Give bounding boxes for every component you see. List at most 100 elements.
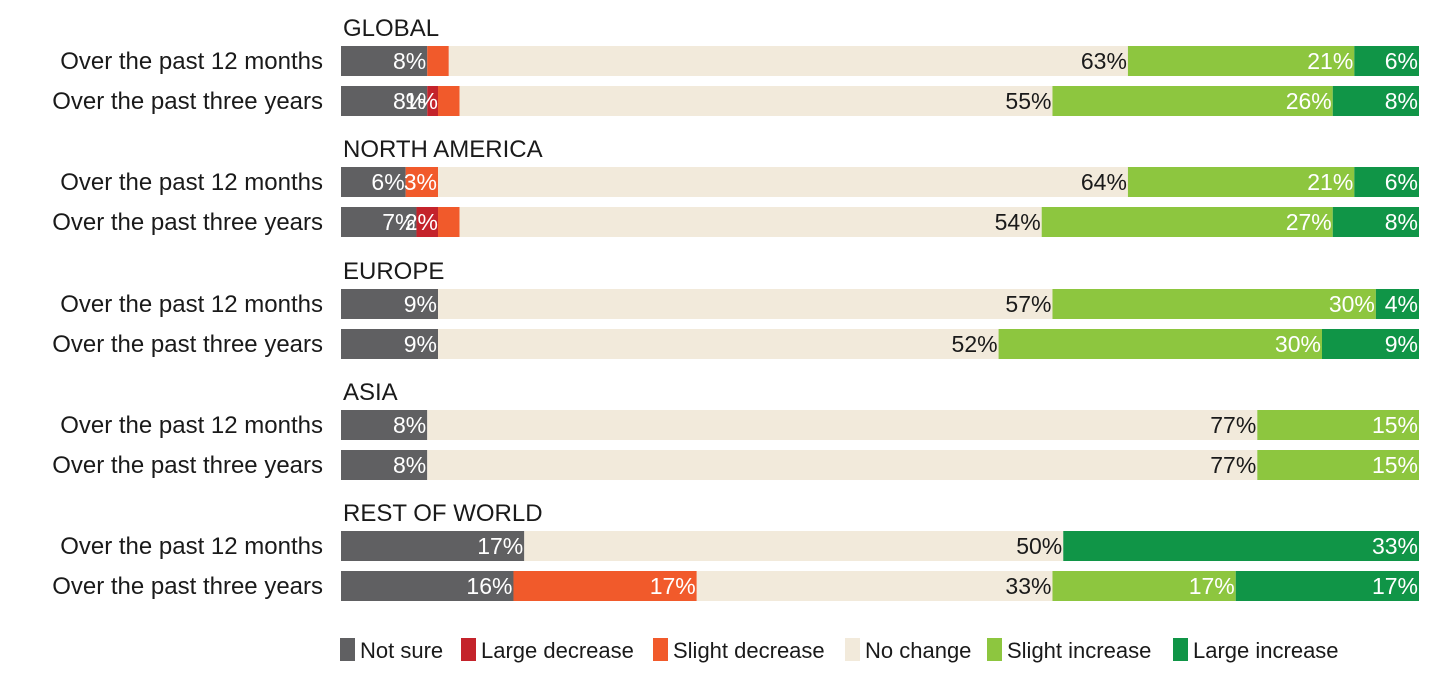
group-global-row-0-value-large-increase: 6% [1385,48,1418,74]
group-asia-title: ASIA [343,379,398,406]
group-europe-row-0-bar-large-increase [1375,289,1419,319]
group-europe-row-1-value-large-increase: 9% [1385,331,1418,357]
group-asia-row-1-value-slight-increase: 15% [1372,452,1418,478]
group-global-row-1-bar-slight-increase [1052,86,1333,116]
group-asia-row-0-bar-not-sure [341,410,428,440]
legend-swatch-large-increase [1173,638,1188,661]
group-global-row-1-bar-no-change [459,86,1053,116]
group-europe-row-0-bar-no-change [438,289,1053,319]
group-north-america-row-1-bar-large-decrease [416,207,439,237]
group-north-america-title: NORTH AMERICA [343,136,543,163]
group-rest-of-world-row-1-value-slight-decrease: 17% [650,573,696,599]
group-asia-row-0-value-slight-increase: 15% [1372,412,1418,438]
group-north-america-row-1-value-large-increase: 8% [1385,209,1418,235]
group-rest-of-world-row-1-bar-no-change [696,571,1053,601]
group-global-row-0-bar-slight-increase [1127,46,1355,76]
group-rest-of-world-title: REST OF WORLD [343,500,543,527]
group-north-america-row-0-value-no-change: 64% [1081,169,1127,195]
group-north-america-row-1-value-large-decrease: 2% [405,209,438,235]
group-europe-row-0-bar-not-sure [341,289,439,319]
group-global-row-1-bar-not-sure [341,86,428,116]
group-global-title: GLOBAL [343,15,439,42]
legend-label-large-increase: Large increase [1193,638,1339,663]
group-global-row-0-bar-large-increase [1354,46,1419,76]
legend-swatch-not-sure [340,638,355,661]
group-europe-row-1-value-no-change: 52% [952,331,998,357]
group-europe-row-0-bar-slight-increase [1052,289,1376,319]
legend-label-large-decrease: Large decrease [481,638,634,663]
group-europe-row-1-value-not-sure: 9% [404,331,437,357]
group-rest-of-world-row-1-value-no-change: 33% [1005,573,1051,599]
group-global-row-1-value-large-increase: 8% [1385,88,1418,114]
group-europe-row-0-value-not-sure: 9% [404,291,437,317]
group-global-row-1-bar-large-decrease [427,86,439,116]
group-rest-of-world-row-0-value-no-change: 50% [1016,533,1062,559]
legend-label-no-change: No change [865,638,971,663]
group-europe-row-1-bar-slight-increase [998,329,1322,359]
legend-swatch-large-decrease [461,638,476,661]
group-asia-row-0-value-no-change: 77% [1210,412,1256,438]
group-north-america-row-1-bar-slight-decrease [438,207,460,237]
group-europe-row-1-bar-not-sure [341,329,439,359]
group-rest-of-world-row-0-value-not-sure: 17% [477,533,523,559]
group-asia-row-1-bar-no-change [427,450,1258,480]
group-north-america-row-0-value-slight-increase: 21% [1307,169,1353,195]
group-asia-row-1-label: Over the past three years [52,452,323,479]
group-north-america-row-1-label: Over the past three years [52,209,323,236]
group-global-row-1-value-not-sure: 8% [393,88,426,114]
group-rest-of-world-row-1-bar-slight-decrease [513,571,697,601]
group-global-row-1-bar-large-increase [1332,86,1419,116]
legend-label-slight-decrease: Slight decrease [673,638,825,663]
group-global-row-0-value-slight-increase: 21% [1307,48,1353,74]
group-europe-row-1-value-slight-increase: 30% [1275,331,1321,357]
group-rest-of-world-row-0-value-large-increase: 33% [1372,533,1418,559]
group-north-america-row-1-bar-large-increase [1332,207,1419,237]
group-asia-row-1-value-not-sure: 8% [393,452,426,478]
group-north-america-row-0-value-slight-decrease: 3% [404,169,437,195]
group-global-row-0-bar-slight-decrease [427,46,449,76]
group-rest-of-world-row-1-label: Over the past three years [52,573,323,600]
group-rest-of-world-row-1-value-not-sure: 16% [466,573,512,599]
group-europe-title: EUROPE [343,258,444,285]
group-asia-row-0-label: Over the past 12 months [60,412,323,439]
group-global-row-0-value-no-change: 63% [1081,48,1127,74]
legend-label-slight-increase: Slight increase [1007,638,1151,663]
group-global-row-1-value-no-change: 55% [1005,88,1051,114]
group-rest-of-world-row-0-bar-not-sure [341,531,525,561]
group-north-america-row-1-value-no-change: 54% [995,209,1041,235]
group-global-row-1-label: Over the past three years [52,88,323,115]
legend-swatch-slight-decrease [653,638,668,661]
group-rest-of-world-row-1-value-slight-increase: 17% [1189,573,1235,599]
group-global-row-1-value-slight-increase: 26% [1286,88,1332,114]
legend-swatch-slight-increase [987,638,1002,661]
group-north-america-row-0-bar-large-increase [1354,167,1419,197]
group-asia-row-0-value-not-sure: 8% [393,412,426,438]
group-asia-row-0-bar-no-change [427,410,1258,440]
group-north-america-row-0-bar-slight-increase [1127,167,1355,197]
group-rest-of-world-row-0-bar-no-change [524,531,1064,561]
group-global-row-1-bar-slight-decrease [438,86,460,116]
group-global-row-0-bar-not-sure [341,46,428,76]
group-global-row-0-value-not-sure: 8% [393,48,426,74]
group-rest-of-world-row-1-bar-slight-increase [1052,571,1236,601]
group-north-america-row-1-bar-not-sure [341,207,417,237]
group-europe-row-0-value-large-increase: 4% [1385,291,1418,317]
group-asia-row-1-bar-not-sure [341,450,428,480]
group-global-row-1-value-large-decrease: 1% [405,88,438,114]
group-asia-row-1-value-no-change: 77% [1210,452,1256,478]
group-asia-row-1-bar-slight-increase [1257,450,1419,480]
group-rest-of-world-row-0-label: Over the past 12 months [60,533,323,560]
group-europe-row-1-label: Over the past three years [52,331,323,358]
group-north-america-row-0-bar-not-sure [341,167,406,197]
group-north-america-row-1-value-slight-increase: 27% [1286,209,1332,235]
legend-swatch-no-change [845,638,860,661]
group-rest-of-world-row-1-bar-not-sure [341,571,514,601]
group-rest-of-world-row-1-value-large-increase: 17% [1372,573,1418,599]
group-europe-row-0-value-no-change: 57% [1005,291,1051,317]
group-north-america-row-0-bar-slight-decrease [405,167,439,197]
group-north-america-row-1-bar-no-change [459,207,1042,237]
group-asia-row-0-bar-slight-increase [1257,410,1419,440]
group-north-america-row-0-value-not-sure: 6% [371,169,404,195]
